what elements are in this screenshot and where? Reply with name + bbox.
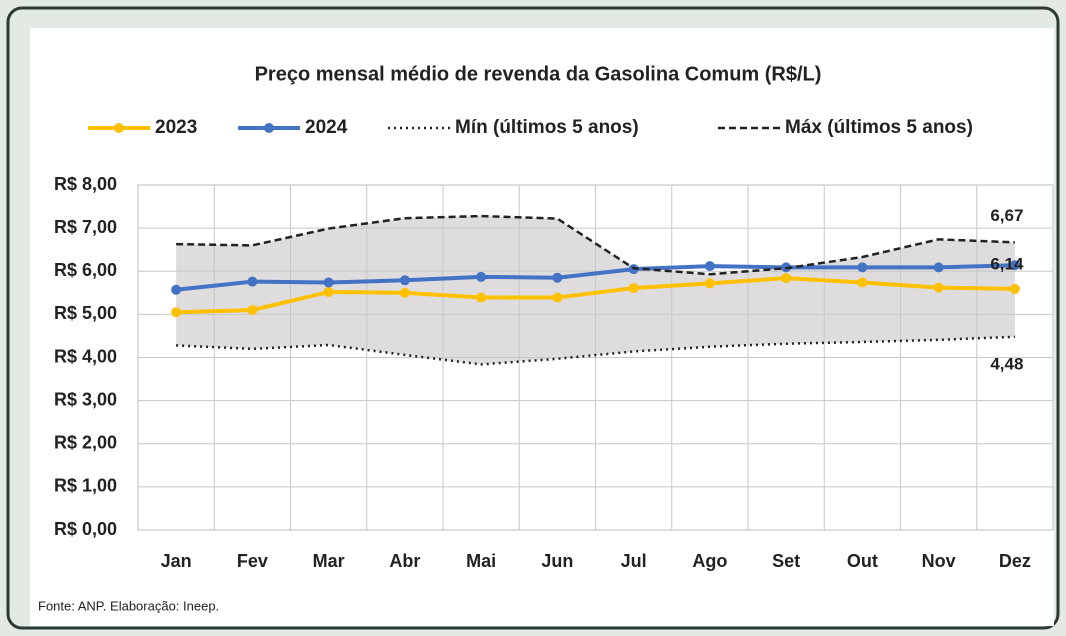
point [1009, 283, 1020, 294]
x-tick-label: Jul [621, 551, 647, 571]
y-tick-label: R$ 5,00 [54, 303, 117, 323]
x-tick-label: Nov [922, 551, 956, 571]
x-tick-label: Fev [237, 551, 268, 571]
point [323, 277, 334, 288]
y-tick-label: R$ 3,00 [54, 389, 117, 409]
plot-border [137, 184, 1054, 531]
point [933, 282, 944, 293]
legend-label: 2023 [155, 117, 197, 138]
series-line [176, 214, 1015, 276]
data-label: 6,14 [990, 255, 1024, 274]
point [476, 271, 487, 282]
x-tick-label: Set [772, 551, 800, 571]
legend-label: Mín (últimos 5 anos) [455, 117, 639, 138]
x-tick-label: Jun [541, 551, 573, 571]
point [552, 292, 563, 303]
x-tick-label: Out [847, 551, 878, 571]
data-label: 6,67 [990, 206, 1023, 225]
x-tick-label: Mai [466, 551, 496, 571]
y-tick-label: R$ 1,00 [54, 476, 117, 496]
point [247, 276, 258, 287]
point [323, 286, 334, 297]
chart-title: Preço mensal médio de revenda da Gasolin… [255, 63, 822, 85]
x-tick-label: Jan [161, 551, 192, 571]
x-tick-label: Mar [313, 551, 345, 571]
data-label: 4,48 [990, 354, 1023, 373]
series-line [176, 335, 1015, 366]
x-tick-label: Dez [999, 551, 1031, 571]
point [857, 262, 868, 273]
point [247, 305, 258, 316]
series-line [176, 276, 1015, 315]
x-tick-label: Ago [692, 551, 727, 571]
legend-label: Máx (últimos 5 anos) [785, 117, 973, 138]
y-tick-label: R$ 6,00 [54, 260, 117, 280]
point [476, 292, 487, 303]
point [628, 283, 639, 294]
point [704, 261, 715, 272]
y-tick-label: R$ 7,00 [54, 217, 117, 237]
point [171, 284, 182, 295]
point [857, 277, 868, 288]
series-line [175, 263, 1015, 292]
y-tick-label: R$ 8,00 [54, 174, 117, 194]
legend-marker [264, 123, 274, 133]
legend-marker [114, 123, 124, 133]
point [399, 287, 410, 298]
point [781, 273, 792, 284]
x-tick-label: Abr [389, 551, 420, 571]
point [399, 275, 410, 286]
point [933, 262, 944, 273]
point [171, 307, 182, 318]
point [1009, 260, 1020, 271]
point [552, 272, 563, 283]
point [704, 278, 715, 289]
y-tick-label: R$ 2,00 [54, 433, 117, 453]
y-tick-label: R$ 0,00 [54, 519, 117, 539]
legend-label: 2024 [305, 117, 348, 138]
y-tick-label: R$ 4,00 [54, 346, 117, 366]
source-note: Fonte: ANP. Elaboração: Ineep. [38, 598, 219, 613]
